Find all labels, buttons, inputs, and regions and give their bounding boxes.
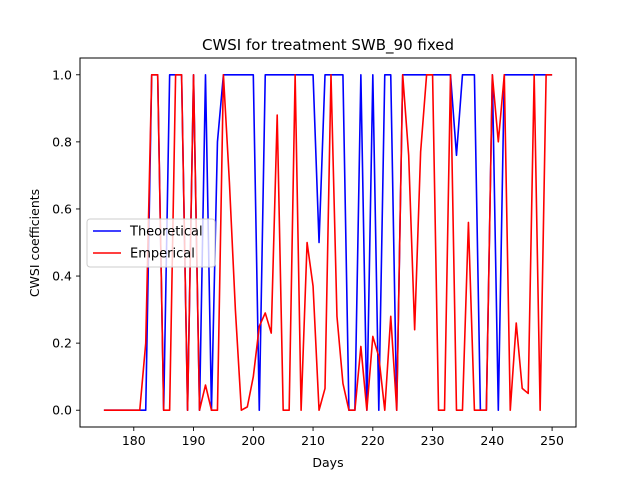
y-axis-label: CWSI coefficients — [27, 189, 42, 297]
y-tick-label: 0.4 — [52, 269, 72, 284]
legend: Theoretical Emperical — [86, 218, 216, 268]
x-tick-label: 200 — [241, 433, 265, 448]
x-tick-label: 240 — [480, 433, 504, 448]
x-tick-label: 180 — [122, 433, 146, 448]
x-tick-label: 250 — [540, 433, 564, 448]
x-axis: 180 190 200 210 220 230 240 250 — [122, 427, 564, 448]
legend-label-theoretical: Theoretical — [129, 225, 203, 240]
y-tick-label: 0.6 — [52, 201, 72, 216]
x-tick-label: 220 — [361, 433, 385, 448]
y-axis: 0.0 0.2 0.4 0.6 0.8 1.0 — [52, 67, 80, 418]
y-tick-label: 1.0 — [52, 67, 72, 82]
x-tick-label: 210 — [301, 433, 325, 448]
chart-title: CWSI for treatment SWB_90 fixed — [202, 36, 454, 55]
legend-label-emperical: Emperical — [130, 247, 195, 262]
plot-area-frame — [79, 57, 577, 428]
y-tick-label: 0.8 — [52, 134, 72, 149]
y-tick-label: 0.2 — [52, 336, 72, 351]
x-axis-label: Days — [312, 455, 343, 470]
x-tick-label: 230 — [421, 433, 445, 448]
series-line-emperical — [103, 73, 553, 412]
x-tick-label: 190 — [182, 433, 206, 448]
y-tick-label: 0.0 — [52, 403, 72, 418]
